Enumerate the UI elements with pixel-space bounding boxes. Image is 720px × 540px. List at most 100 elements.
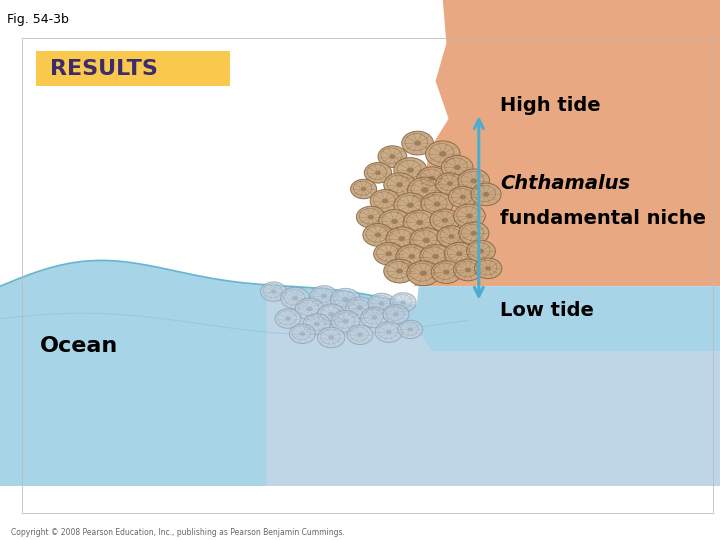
Text: Low tide: Low tide xyxy=(500,301,594,320)
Circle shape xyxy=(433,201,441,207)
Circle shape xyxy=(396,182,403,187)
Circle shape xyxy=(390,293,416,312)
Circle shape xyxy=(363,224,393,246)
Polygon shape xyxy=(0,260,720,486)
Circle shape xyxy=(346,297,374,319)
Text: fundamental niche: fundamental niche xyxy=(500,209,706,228)
Circle shape xyxy=(342,297,349,302)
Circle shape xyxy=(384,173,415,197)
Circle shape xyxy=(374,232,382,238)
Circle shape xyxy=(343,319,348,323)
Circle shape xyxy=(361,187,366,191)
Circle shape xyxy=(375,171,381,175)
Circle shape xyxy=(347,325,373,345)
Circle shape xyxy=(470,231,477,236)
Circle shape xyxy=(421,192,453,216)
Circle shape xyxy=(357,333,363,337)
Circle shape xyxy=(417,167,447,190)
Circle shape xyxy=(394,193,427,218)
Circle shape xyxy=(447,181,453,186)
Circle shape xyxy=(410,228,443,253)
Circle shape xyxy=(443,269,450,275)
Polygon shape xyxy=(266,286,720,486)
Circle shape xyxy=(431,261,462,284)
Circle shape xyxy=(456,251,463,256)
Circle shape xyxy=(471,183,501,206)
Circle shape xyxy=(407,261,440,286)
Circle shape xyxy=(310,286,338,306)
Circle shape xyxy=(470,178,477,184)
Circle shape xyxy=(420,245,451,268)
Circle shape xyxy=(289,324,315,343)
Circle shape xyxy=(386,227,418,251)
Circle shape xyxy=(421,187,428,193)
Circle shape xyxy=(321,294,327,298)
Circle shape xyxy=(370,190,400,212)
Circle shape xyxy=(441,218,449,223)
Circle shape xyxy=(307,307,312,311)
Circle shape xyxy=(454,165,461,170)
Circle shape xyxy=(379,301,384,306)
Circle shape xyxy=(394,158,427,183)
Circle shape xyxy=(402,131,433,155)
Circle shape xyxy=(398,236,405,241)
Circle shape xyxy=(436,173,464,194)
Circle shape xyxy=(368,293,395,314)
Text: Copyright © 2008 Pearson Education, Inc., publishing as Pearson Benjamin Cumming: Copyright © 2008 Pearson Education, Inc.… xyxy=(11,528,345,537)
Circle shape xyxy=(384,259,415,283)
Circle shape xyxy=(271,289,276,294)
Circle shape xyxy=(454,259,482,281)
Text: Ocean: Ocean xyxy=(40,335,118,356)
Circle shape xyxy=(318,304,345,325)
Circle shape xyxy=(378,146,407,167)
Circle shape xyxy=(396,245,428,268)
Circle shape xyxy=(275,309,301,328)
Circle shape xyxy=(372,315,377,320)
Circle shape xyxy=(386,330,392,334)
Circle shape xyxy=(466,213,473,219)
Circle shape xyxy=(331,310,360,332)
Circle shape xyxy=(385,251,392,256)
Circle shape xyxy=(285,316,291,321)
Circle shape xyxy=(396,268,403,274)
Circle shape xyxy=(420,271,427,276)
Circle shape xyxy=(416,220,423,225)
Circle shape xyxy=(292,296,298,300)
Text: Fig. 54-3b: Fig. 54-3b xyxy=(7,14,69,26)
Circle shape xyxy=(328,312,334,316)
Circle shape xyxy=(459,222,489,245)
Circle shape xyxy=(444,242,474,265)
Circle shape xyxy=(393,312,399,316)
Polygon shape xyxy=(414,0,720,286)
Circle shape xyxy=(351,179,377,199)
Circle shape xyxy=(439,151,446,157)
Circle shape xyxy=(330,288,361,311)
Circle shape xyxy=(414,140,421,146)
Circle shape xyxy=(441,156,473,179)
Circle shape xyxy=(403,210,436,235)
Circle shape xyxy=(465,268,471,272)
Circle shape xyxy=(432,254,439,259)
Circle shape xyxy=(281,287,310,309)
Circle shape xyxy=(485,266,491,271)
Circle shape xyxy=(408,327,413,332)
Circle shape xyxy=(261,282,287,301)
Circle shape xyxy=(374,242,404,265)
Circle shape xyxy=(390,154,395,159)
Circle shape xyxy=(379,210,410,233)
Circle shape xyxy=(449,234,454,239)
Bar xyxy=(22,38,713,513)
Circle shape xyxy=(300,332,305,336)
Circle shape xyxy=(449,186,477,208)
Circle shape xyxy=(400,300,406,305)
Circle shape xyxy=(408,177,442,203)
Circle shape xyxy=(458,169,490,193)
Circle shape xyxy=(460,195,466,199)
Circle shape xyxy=(426,141,460,167)
Text: Chthamalus: Chthamalus xyxy=(500,174,631,193)
Circle shape xyxy=(364,163,392,183)
Circle shape xyxy=(467,240,495,262)
Circle shape xyxy=(391,219,398,224)
Circle shape xyxy=(361,307,388,328)
Circle shape xyxy=(383,305,409,324)
